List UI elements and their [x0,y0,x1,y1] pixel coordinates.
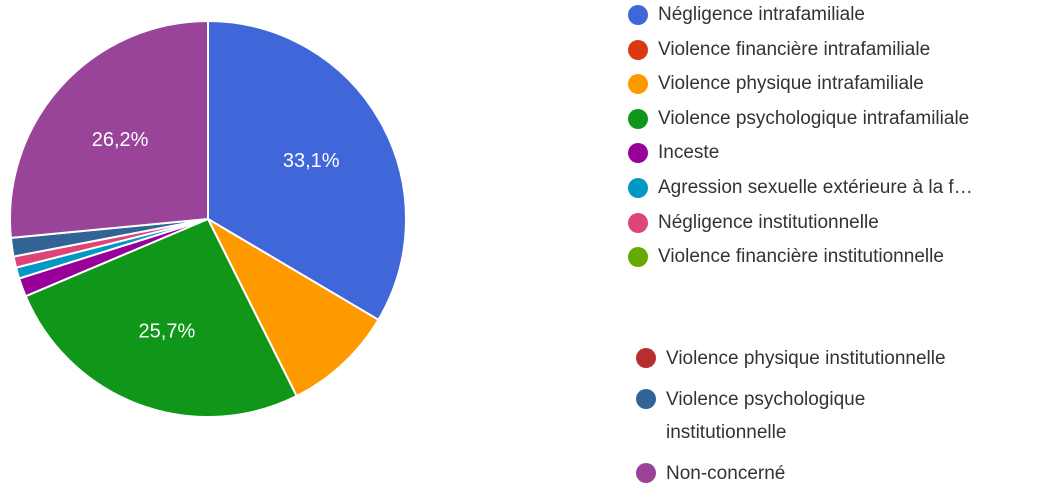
legend-item-violence-financiere-intrafamiliale[interactable]: Violence financière intrafamiliale [628,39,973,61]
legend-label: Violence physique institutionnelle [666,348,946,369]
legend-secondary: Violence physique institutionnelle Violen… [636,342,966,498]
legend-item-violence-psychologique-intrafamiliale[interactable]: Violence psychologique intrafamiliale [628,108,973,130]
legend-label: Violence financière intrafamiliale [658,38,931,60]
pie-slice-violence-physique-intrafamiliale[interactable] [205,216,380,398]
slice-label-negligence-intrafamiliale: 33,1% [283,150,340,172]
legend-item-negligence-intrafamiliale[interactable]: Négligence intrafamiliale [628,4,973,26]
pie-chart: 33,1% 25,7% 26,2% Négligence intrafamilial… [9,4,973,484]
legend-label: Violence psychologique intrafamiliale [658,107,970,129]
slice-label-non-concerne: 26,2% [92,129,149,151]
legend-item-violence-physique-intrafamiliale[interactable]: Violence physique intrafamiliale [628,73,973,95]
pie-slice-non-concerne[interactable] [9,19,209,239]
legend-swatch [628,5,648,25]
legend-primary: Négligence intrafamiliale Violence financ… [628,4,973,281]
legend-item-violence-financiere-institutionnelle[interactable]: Violence financière institutionnelle [628,246,973,268]
legend-label: Violence physique intrafamiliale [658,73,924,95]
legend-label: Agression sexuelle extérieure à la f… [658,176,973,198]
legend-swatch [636,463,656,483]
legend-label: Violence psychologique institutionnelle [666,389,866,443]
legend-swatch [628,247,648,268]
legend-label: Violence financière institutionnelle [658,246,944,268]
legend-swatch [628,39,648,60]
legend-item-violence-physique-institutionnelle[interactable]: Violence physique institutionnelle [636,342,966,375]
legend-label: Négligence institutionnelle [658,211,879,233]
legend-item-non-concerne[interactable]: Non-concerné [636,457,966,490]
slice-label-violence-psychologique-intrafamiliale: 25,7% [139,321,196,343]
legend-item-violence-psychologique-institutionnelle[interactable]: Violence psychologique institutionnelle [636,383,966,449]
legend-swatch [628,177,648,198]
legend-item-inceste[interactable]: Inceste [628,142,973,164]
legend-label: Non-concerné [666,463,786,484]
pie-plot: 33,1% 25,7% 26,2% [9,19,407,418]
legend-swatch [628,108,648,129]
legend-label: Négligence intrafamiliale [658,4,865,25]
legend-swatch [628,212,648,233]
legend-swatch [636,348,656,368]
legend-item-agression-sexuelle-exterieure-a-la-f[interactable]: Agression sexuelle extérieure à la f… [628,177,973,199]
legend-swatch [628,74,648,95]
legend-swatch [636,389,656,409]
legend-label: Inceste [658,142,720,164]
legend-item-negligence-institutionnelle[interactable]: Négligence institutionnelle [628,212,973,234]
pie-slice-negligence-intrafamiliale[interactable] [207,19,407,322]
legend-swatch [628,143,648,164]
